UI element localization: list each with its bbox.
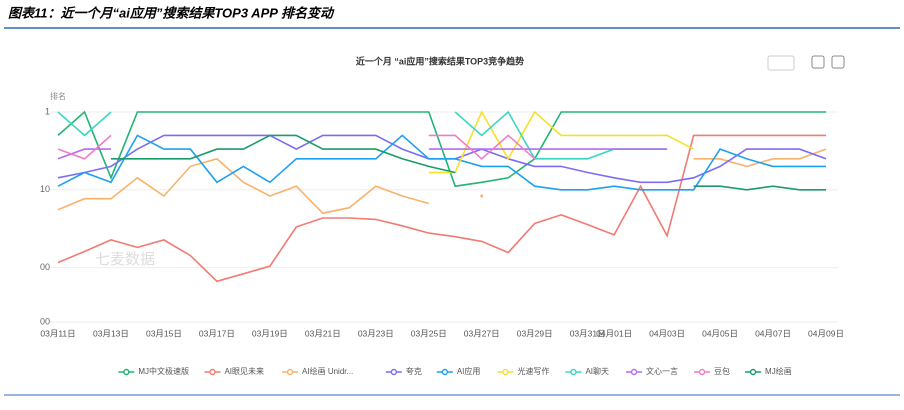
- x-tick-label: 04月09日: [808, 328, 844, 338]
- legend-label: AI眼见未来: [224, 366, 264, 376]
- legend-label: 夸克: [406, 366, 422, 376]
- legend-marker: [502, 368, 509, 376]
- series-line: [428, 110, 694, 174]
- x-tick-label: 03月21日: [305, 328, 341, 338]
- legend-marker: [441, 368, 449, 376]
- x-tick-label: 03月25日: [411, 328, 447, 338]
- legend-marker: [390, 368, 398, 376]
- x-tick-label: 03月31日: [570, 328, 606, 338]
- legend-label: MJ中文极速版: [138, 366, 189, 376]
- y-axis-label: 排名: [50, 91, 66, 101]
- header-title: 图表11：近一个月“ai应用”搜索结果TOP3 APP 排名变动: [8, 5, 335, 20]
- legend-marker: [749, 368, 757, 376]
- series-line: [111, 134, 826, 191]
- series-line: [57, 134, 826, 283]
- chart-title: 近一个月 “ai应用”搜索结果TOP3竞争趋势: [356, 55, 524, 66]
- x-tick-label: 03月23日: [358, 328, 394, 338]
- x-tick-label: 04月01日: [596, 328, 632, 338]
- download-button[interactable]: [831, 55, 845, 69]
- view-toggle[interactable]: [767, 55, 795, 71]
- legend-marker: [698, 368, 706, 376]
- y-tick-label: 10: [40, 184, 50, 194]
- x-tick-label: 03月13日: [93, 328, 129, 338]
- y-tick-label: 00: [40, 262, 50, 272]
- legend-label: MJ绘画: [765, 366, 792, 376]
- y-tick-label: 1: [45, 106, 50, 116]
- x-tick-label: 03月17日: [199, 328, 235, 338]
- watermark: 七麦数据: [95, 251, 155, 268]
- legend-marker: [209, 368, 216, 376]
- x-tick-label: 03月19日: [252, 328, 288, 338]
- legend-label: AI应用: [457, 366, 481, 376]
- image-button[interactable]: [811, 55, 825, 69]
- x-tick-label: 03月11日: [40, 328, 75, 338]
- x-tick-label: 04月03日: [649, 328, 685, 338]
- series-line: [57, 134, 536, 160]
- x-tick-label: 03月15日: [146, 328, 182, 338]
- legend-marker: [630, 368, 638, 376]
- x-tick-label: 04月05日: [702, 328, 738, 338]
- x-tick-label: 04月07日: [755, 328, 791, 338]
- legend-label: 豆包: [714, 366, 730, 376]
- toolbar: [767, 55, 845, 71]
- legend-label: 文心一言: [646, 366, 678, 376]
- legend-marker: [286, 368, 294, 376]
- x-tick-label: 03月29日: [517, 328, 553, 338]
- point: [480, 194, 484, 198]
- series-line: [57, 148, 668, 160]
- legend-label: 光速写作: [517, 366, 549, 376]
- legend-marker: [123, 368, 130, 376]
- series-line: [57, 134, 826, 191]
- legend-label: AI绘画 Unidr...: [302, 366, 353, 376]
- y-tick-label: 00: [40, 316, 50, 326]
- x-tick-label: 03月27日: [464, 328, 500, 338]
- legend-marker: [570, 368, 577, 376]
- legend-label: AI聊天: [585, 367, 609, 376]
